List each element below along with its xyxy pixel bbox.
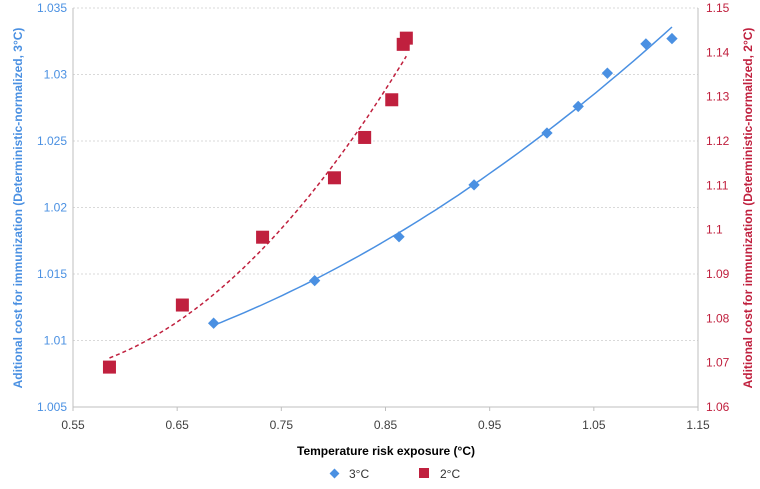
x-tick-label-6: 1.15 bbox=[686, 418, 710, 432]
x-tick-label-0: 0.55 bbox=[61, 418, 85, 432]
legend-label-3c: 3°C bbox=[349, 467, 369, 481]
y-right-tick-label-4: 1.1 bbox=[706, 223, 723, 237]
y-right-tick-label-9: 1.15 bbox=[706, 1, 730, 15]
x-tick-label-5: 1.05 bbox=[582, 418, 606, 432]
trendline-series-0 bbox=[213, 26, 673, 326]
x-tick-label-3: 0.85 bbox=[374, 418, 398, 432]
y-axis-title-right: Aditional cost for immunization (Determi… bbox=[741, 28, 755, 389]
x-tick-label-2: 0.75 bbox=[270, 418, 294, 432]
y-left-tick-label-2: 1.015 bbox=[37, 267, 67, 281]
y-right-tick-label-7: 1.13 bbox=[706, 90, 730, 104]
y-left-tick-label-6: 1.035 bbox=[37, 1, 67, 15]
y-right-tick-label-2: 1.08 bbox=[706, 311, 730, 325]
point-series-0-4 bbox=[541, 127, 553, 139]
y-left-tick-label-4: 1.025 bbox=[37, 134, 67, 148]
trend-lines bbox=[109, 26, 673, 359]
legend: 3°C 2°C bbox=[329, 467, 460, 481]
tick-labels: 0.55 0.65 0.75 0.85 0.95 1.05 1.15 1.005 1.01 1.0… bbox=[37, 1, 730, 432]
x-tick-label-1: 0.65 bbox=[165, 418, 189, 432]
trendline-series-1 bbox=[109, 55, 407, 359]
legend-item-3c: 3°C bbox=[329, 467, 369, 481]
y-left-tick-label-3: 1.02 bbox=[44, 201, 68, 215]
point-series-1-5 bbox=[385, 93, 399, 107]
y-right-tick-label-8: 1.14 bbox=[706, 45, 730, 59]
y-right-tick-label-1: 1.07 bbox=[706, 356, 730, 370]
y-right-tick-label-6: 1.12 bbox=[706, 134, 730, 148]
y-right-tick-label-0: 1.06 bbox=[706, 400, 730, 414]
point-series-0-6 bbox=[601, 67, 614, 79]
point-series-0-8 bbox=[666, 32, 678, 45]
point-series-1-2 bbox=[256, 230, 270, 244]
legend-item-2c: 2°C bbox=[419, 467, 460, 481]
point-series-1-0 bbox=[102, 360, 116, 374]
point-series-1-1 bbox=[175, 298, 189, 312]
legend-marker-3c bbox=[329, 468, 340, 479]
y-left-tick-label-5: 1.03 bbox=[44, 68, 68, 82]
point-series-0-0 bbox=[207, 317, 220, 329]
y-right-tick-label-5: 1.11 bbox=[706, 178, 729, 192]
point-series-1-4 bbox=[358, 130, 372, 144]
data-points bbox=[102, 31, 678, 374]
point-series-0-1 bbox=[309, 274, 321, 287]
x-axis-title: Temperature risk exposure (°C) bbox=[297, 444, 475, 458]
legend-label-2c: 2°C bbox=[440, 467, 460, 481]
grid bbox=[73, 7, 698, 408]
y-right-tick-label-3: 1.09 bbox=[706, 267, 730, 281]
point-series-0-3 bbox=[468, 179, 480, 191]
x-tick-label-4: 0.95 bbox=[478, 418, 502, 432]
y-left-tick-label-1: 1.01 bbox=[44, 334, 68, 348]
point-series-1-7 bbox=[399, 31, 413, 45]
legend-marker-2c bbox=[419, 468, 429, 478]
point-series-0-2 bbox=[393, 231, 405, 243]
y-axis-title-left: Aditional cost for immunization (Determi… bbox=[11, 28, 25, 389]
y-left-tick-label-0: 1.005 bbox=[37, 400, 67, 414]
axes bbox=[72, 8, 699, 411]
point-series-1-3 bbox=[327, 171, 341, 185]
point-series-0-7 bbox=[640, 38, 652, 50]
